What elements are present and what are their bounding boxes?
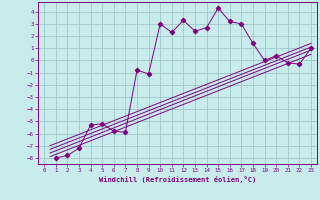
X-axis label: Windchill (Refroidissement éolien,°C): Windchill (Refroidissement éolien,°C) [99,176,256,183]
